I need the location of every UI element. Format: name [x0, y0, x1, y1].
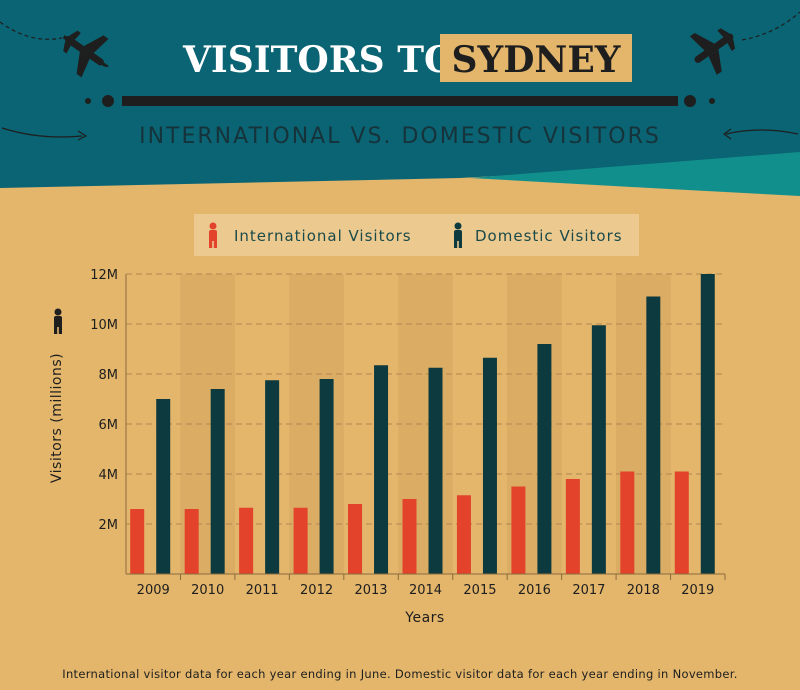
bar-domestic [319, 379, 334, 574]
x-tick-label: 2011 [246, 583, 279, 598]
header-accent-band [470, 152, 800, 196]
x-tick-label: 2014 [409, 583, 442, 598]
dashed-arrow-icon [1, 127, 83, 138]
bar-domestic [210, 389, 225, 574]
dashed-arrow-icon [725, 129, 799, 135]
dashed-arrow-icon [741, 11, 800, 41]
title-part2: SYDNEY [452, 39, 622, 81]
x-axis-label: Years [404, 610, 444, 626]
x-tick-label: 2012 [300, 583, 333, 598]
bar-international [456, 495, 471, 574]
bar-international [348, 504, 363, 574]
y-tick-label: 2M [99, 518, 119, 533]
x-tick-label: 2013 [354, 583, 387, 598]
bar-domestic [428, 367, 443, 574]
bar-domestic [646, 296, 661, 574]
legend-international-label: International Visitors [234, 227, 412, 245]
legend-box [194, 214, 639, 256]
title-highlight-box [440, 34, 632, 82]
bar-international [402, 499, 417, 574]
x-tick-label: 2017 [572, 583, 605, 598]
x-tick-label: 2016 [518, 583, 551, 598]
bar-domestic [265, 380, 280, 574]
bar-international [239, 507, 254, 574]
bar-domestic [591, 325, 606, 574]
y-tick-label: 8M [99, 368, 119, 383]
title-part1: VISITORS TO [182, 39, 455, 81]
person-icon [54, 308, 62, 334]
bar-domestic [537, 344, 552, 574]
title-divider [85, 95, 715, 107]
header-background [0, 0, 800, 188]
arrow-head-icon [77, 130, 88, 141]
bar-international [565, 479, 580, 574]
y-tick-label: 4M [99, 468, 119, 483]
y-tick-label: 12M [90, 268, 118, 283]
legend-domestic-icon [454, 222, 462, 248]
subtitle: INTERNATIONAL VS. DOMESTIC VISITORS [139, 124, 661, 149]
bar-international [130, 509, 145, 574]
bar-domestic [374, 365, 389, 574]
y-tick-label: 10M [90, 318, 118, 333]
bar-international [511, 486, 526, 574]
x-tick-label: 2009 [137, 583, 170, 598]
bar-domestic [482, 357, 497, 574]
x-tick-label: 2018 [627, 583, 660, 598]
y-axis-label: Visitors (millions) [49, 353, 65, 483]
footnote: International visitor data for each year… [62, 667, 737, 681]
bar-international [620, 471, 635, 574]
bar-international [674, 471, 689, 574]
legend-international-icon [209, 222, 217, 248]
x-tick-label: 2019 [681, 583, 714, 598]
bar-international [293, 507, 308, 574]
y-tick-label: 6M [99, 418, 119, 433]
x-tick-label: 2010 [191, 583, 224, 598]
bar-domestic [700, 274, 715, 574]
bar-domestic [156, 399, 171, 574]
dashed-arrow-icon [0, 21, 63, 40]
arrow-head-icon [722, 128, 732, 140]
axes: 2M 4M 6M 8M 10M 12M 2009 2010 2011 2012 2013 2014 20… [90, 268, 726, 598]
x-tick-label: 2015 [463, 583, 496, 598]
airplane-icon [62, 30, 109, 78]
legend-domestic-label: Domestic Visitors [475, 227, 623, 245]
airplane-icon [689, 28, 736, 75]
bars [130, 274, 715, 574]
bar-international [184, 509, 199, 574]
